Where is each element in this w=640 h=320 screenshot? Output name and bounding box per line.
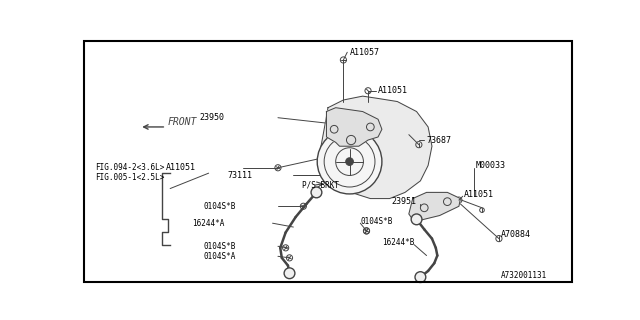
Text: A11057: A11057 [349,48,380,57]
Text: FRONT: FRONT [168,116,197,126]
Circle shape [317,129,382,194]
Text: M00033: M00033 [476,161,506,170]
Text: P/S BRKT: P/S BRKT [302,181,339,190]
Text: 0104S*A: 0104S*A [204,252,236,261]
Polygon shape [409,192,460,222]
Text: A11051: A11051 [378,86,408,95]
Text: 73687: 73687 [427,136,452,145]
Text: A732001131: A732001131 [501,271,547,280]
Text: 23950: 23950 [199,113,224,122]
Polygon shape [326,108,382,146]
Circle shape [415,272,426,283]
Text: 16244*A: 16244*A [193,219,225,228]
Circle shape [284,268,295,279]
Text: FIG.094-2<3.6L>: FIG.094-2<3.6L> [95,163,165,172]
Circle shape [346,158,353,165]
Polygon shape [320,96,432,198]
Text: A11051: A11051 [166,163,196,172]
Text: FIG.005-1<2.5L>: FIG.005-1<2.5L> [95,172,165,181]
Text: 73111: 73111 [228,171,253,180]
Text: 0104S*B: 0104S*B [360,217,393,226]
Text: A11051: A11051 [464,190,494,199]
Circle shape [411,214,422,225]
Text: 0104S*B: 0104S*B [204,242,236,251]
Text: 23951: 23951 [392,197,417,206]
Circle shape [311,187,322,198]
Text: 0104S*B: 0104S*B [204,202,236,211]
Text: A70884: A70884 [501,230,531,239]
Text: 16244*B: 16244*B [382,238,414,247]
